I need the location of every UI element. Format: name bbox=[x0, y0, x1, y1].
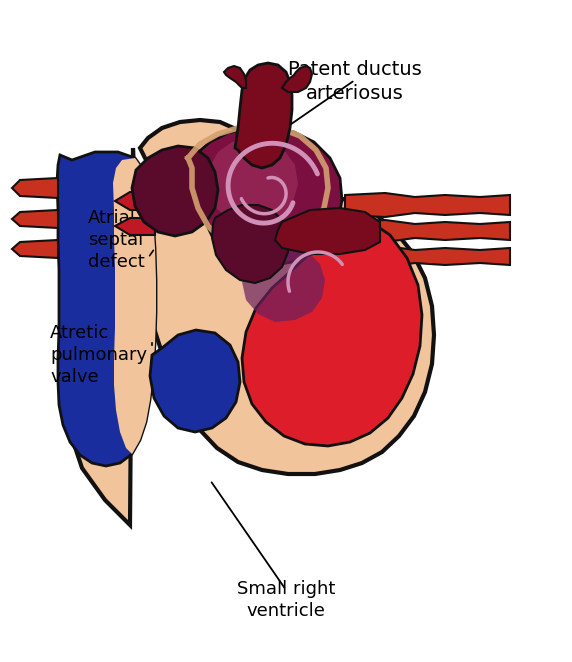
Polygon shape bbox=[224, 66, 246, 88]
Polygon shape bbox=[212, 205, 288, 283]
Text: Atrial
septal
defect: Atrial septal defect bbox=[88, 209, 145, 271]
Polygon shape bbox=[206, 138, 298, 226]
Polygon shape bbox=[195, 128, 342, 266]
Polygon shape bbox=[242, 248, 325, 322]
Polygon shape bbox=[345, 220, 510, 242]
Text: Atretic
pulmonary
valve: Atretic pulmonary valve bbox=[50, 324, 147, 386]
Text: Patent ductus
arteriosus: Patent ductus arteriosus bbox=[288, 60, 422, 103]
Polygon shape bbox=[12, 240, 58, 258]
Text: Small right
ventricle: Small right ventricle bbox=[237, 580, 335, 620]
Polygon shape bbox=[150, 330, 240, 432]
Polygon shape bbox=[132, 146, 218, 236]
Polygon shape bbox=[115, 192, 155, 210]
Polygon shape bbox=[113, 158, 156, 454]
Polygon shape bbox=[57, 152, 156, 466]
Polygon shape bbox=[12, 210, 58, 228]
Polygon shape bbox=[275, 208, 380, 254]
Polygon shape bbox=[345, 193, 510, 217]
Polygon shape bbox=[12, 178, 58, 198]
Polygon shape bbox=[242, 215, 422, 446]
Polygon shape bbox=[282, 66, 312, 92]
Polygon shape bbox=[68, 120, 434, 525]
Polygon shape bbox=[345, 246, 510, 267]
Polygon shape bbox=[115, 218, 155, 235]
Polygon shape bbox=[235, 63, 292, 168]
